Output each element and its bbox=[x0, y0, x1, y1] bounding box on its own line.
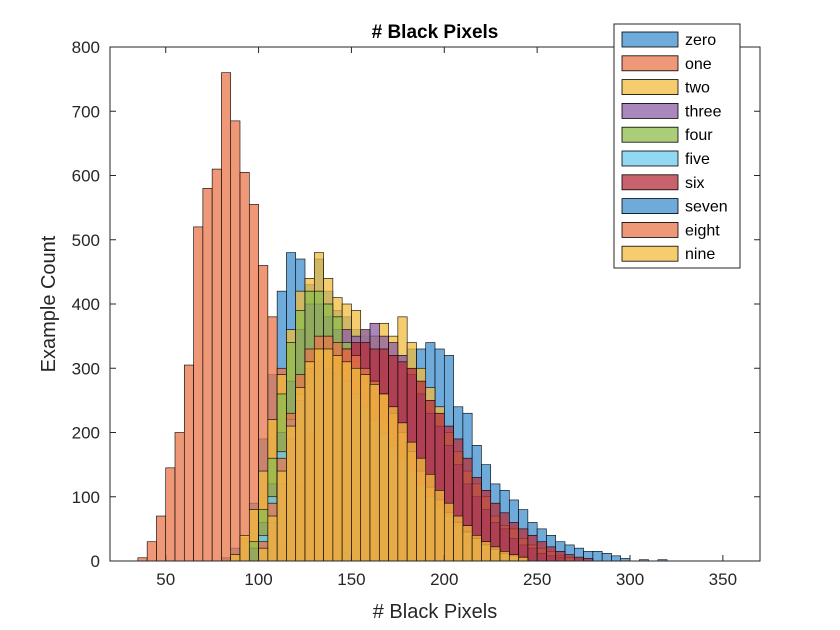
y-tick-label: 300 bbox=[72, 359, 100, 378]
bar-one bbox=[221, 72, 232, 562]
bar-one bbox=[239, 171, 250, 562]
bar-nine bbox=[471, 534, 482, 562]
bar-nine bbox=[313, 348, 324, 562]
bar-nine bbox=[443, 502, 454, 562]
legend-swatch-six bbox=[621, 174, 679, 191]
legend-label-two: two bbox=[685, 80, 710, 97]
legend-label-four: four bbox=[685, 127, 713, 144]
legend-label-seven: seven bbox=[685, 199, 728, 216]
y-axis-label: Example Count bbox=[38, 235, 60, 372]
bar-nine bbox=[276, 470, 287, 562]
legend-swatch-zero bbox=[621, 31, 679, 48]
legend-swatch-two bbox=[621, 79, 679, 95]
bar-nine bbox=[341, 361, 352, 562]
legend-label-one: one bbox=[685, 56, 712, 73]
bar-nine bbox=[304, 361, 315, 562]
legend-swatch-eight bbox=[621, 221, 679, 238]
bar-nine bbox=[267, 515, 278, 562]
legend: zero one two three four five six seven eight nine bbox=[613, 23, 741, 269]
bar-nine bbox=[499, 551, 510, 562]
x-tick-label: 300 bbox=[616, 570, 644, 589]
bar-nine bbox=[425, 473, 436, 562]
bar-one bbox=[230, 120, 241, 562]
series-nine bbox=[258, 348, 529, 562]
bar-six bbox=[546, 546, 557, 562]
y-tick-label: 0 bbox=[91, 552, 100, 571]
bar-one bbox=[248, 204, 259, 562]
chart-title: # Black Pixels bbox=[372, 22, 499, 43]
bar-six bbox=[555, 551, 566, 562]
bar-nine bbox=[490, 546, 501, 562]
x-tick-label: 50 bbox=[156, 570, 175, 589]
legend-swatch-five bbox=[621, 150, 679, 167]
bar-six bbox=[573, 556, 584, 562]
legend-label-zero: zero bbox=[685, 32, 716, 49]
x-tick-label: 250 bbox=[523, 570, 551, 589]
bar-nine bbox=[286, 425, 297, 562]
legend-swatch-nine bbox=[621, 245, 679, 262]
bar-nine bbox=[378, 393, 389, 562]
bar-nine bbox=[518, 556, 529, 562]
bar-one bbox=[174, 432, 185, 562]
bar-two bbox=[230, 554, 241, 562]
bar-one bbox=[202, 188, 213, 562]
x-axis: 50 100 150 200 250 300 350 bbox=[156, 47, 737, 589]
legend-swatch-three bbox=[621, 103, 679, 119]
bar-six bbox=[527, 534, 538, 562]
y-tick-label: 200 bbox=[72, 424, 100, 443]
legend-label-six: six bbox=[685, 175, 705, 192]
y-tick-label: 500 bbox=[72, 231, 100, 250]
x-axis-label: # Black Pixels bbox=[373, 601, 498, 623]
y-axis: 0 100 200 300 400 500 600 700 800 bbox=[72, 38, 760, 571]
bar-six bbox=[536, 541, 547, 562]
bar-six bbox=[564, 554, 575, 562]
bar-one bbox=[165, 467, 176, 562]
bar-nine bbox=[453, 515, 464, 562]
bar-one bbox=[156, 515, 167, 562]
y-tick-label: 600 bbox=[72, 167, 100, 186]
bar-six bbox=[518, 528, 529, 562]
legend-label-three: three bbox=[685, 103, 722, 120]
bar-nine bbox=[323, 348, 334, 562]
bar-nine bbox=[351, 367, 362, 562]
bar-zero bbox=[592, 551, 603, 562]
bar-nine bbox=[434, 490, 445, 562]
bar-four bbox=[248, 541, 259, 562]
bar-nine bbox=[508, 554, 519, 562]
bar-nine bbox=[481, 541, 492, 562]
legend-label-nine: nine bbox=[685, 246, 715, 263]
y-tick-label: 100 bbox=[72, 488, 100, 507]
bar-one bbox=[193, 226, 204, 562]
bar-zero bbox=[601, 552, 612, 562]
bar-one bbox=[146, 541, 157, 562]
x-tick-label: 200 bbox=[430, 570, 458, 589]
legend-swatch-four bbox=[621, 126, 679, 143]
bar-nine bbox=[295, 387, 306, 562]
x-tick-label: 150 bbox=[337, 570, 365, 589]
bar-zero bbox=[611, 555, 622, 562]
bar-nine bbox=[369, 384, 380, 562]
bar-two bbox=[239, 534, 250, 562]
bar-one bbox=[183, 364, 194, 562]
bar-nine bbox=[258, 547, 269, 562]
x-tick-label: 350 bbox=[709, 570, 737, 589]
y-tick-label: 400 bbox=[72, 295, 100, 314]
y-tick-label: 800 bbox=[72, 38, 100, 57]
bar-nine bbox=[462, 525, 473, 562]
legend-swatch-seven bbox=[621, 198, 679, 215]
bar-nine bbox=[360, 374, 371, 562]
bar-nine bbox=[406, 441, 417, 562]
legend-label-eight: eight bbox=[685, 222, 720, 239]
x-tick-label: 100 bbox=[244, 570, 272, 589]
bar-nine bbox=[416, 457, 427, 562]
bar-nine bbox=[332, 355, 343, 562]
bar-nine bbox=[397, 422, 408, 562]
bar-one bbox=[211, 168, 222, 562]
legend-swatch-one bbox=[621, 55, 679, 72]
bar-nine bbox=[388, 406, 399, 562]
y-tick-label: 700 bbox=[72, 102, 100, 121]
legend-label-five: five bbox=[685, 151, 710, 168]
